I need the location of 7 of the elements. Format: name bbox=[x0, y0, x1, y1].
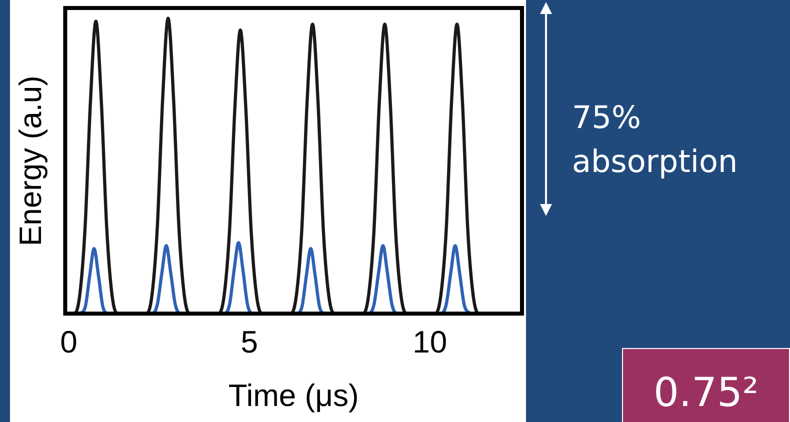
x-tick-label: 10 bbox=[412, 324, 448, 360]
x-tick-label: 5 bbox=[240, 324, 258, 360]
text: 0.75² bbox=[622, 348, 790, 422]
x-tick-label: 0 bbox=[60, 324, 78, 360]
x-axis-title: Time (μs) bbox=[228, 378, 359, 413]
text: 75% absorption bbox=[572, 99, 739, 182]
y-axis-title: Energy (a.u) bbox=[13, 76, 48, 246]
